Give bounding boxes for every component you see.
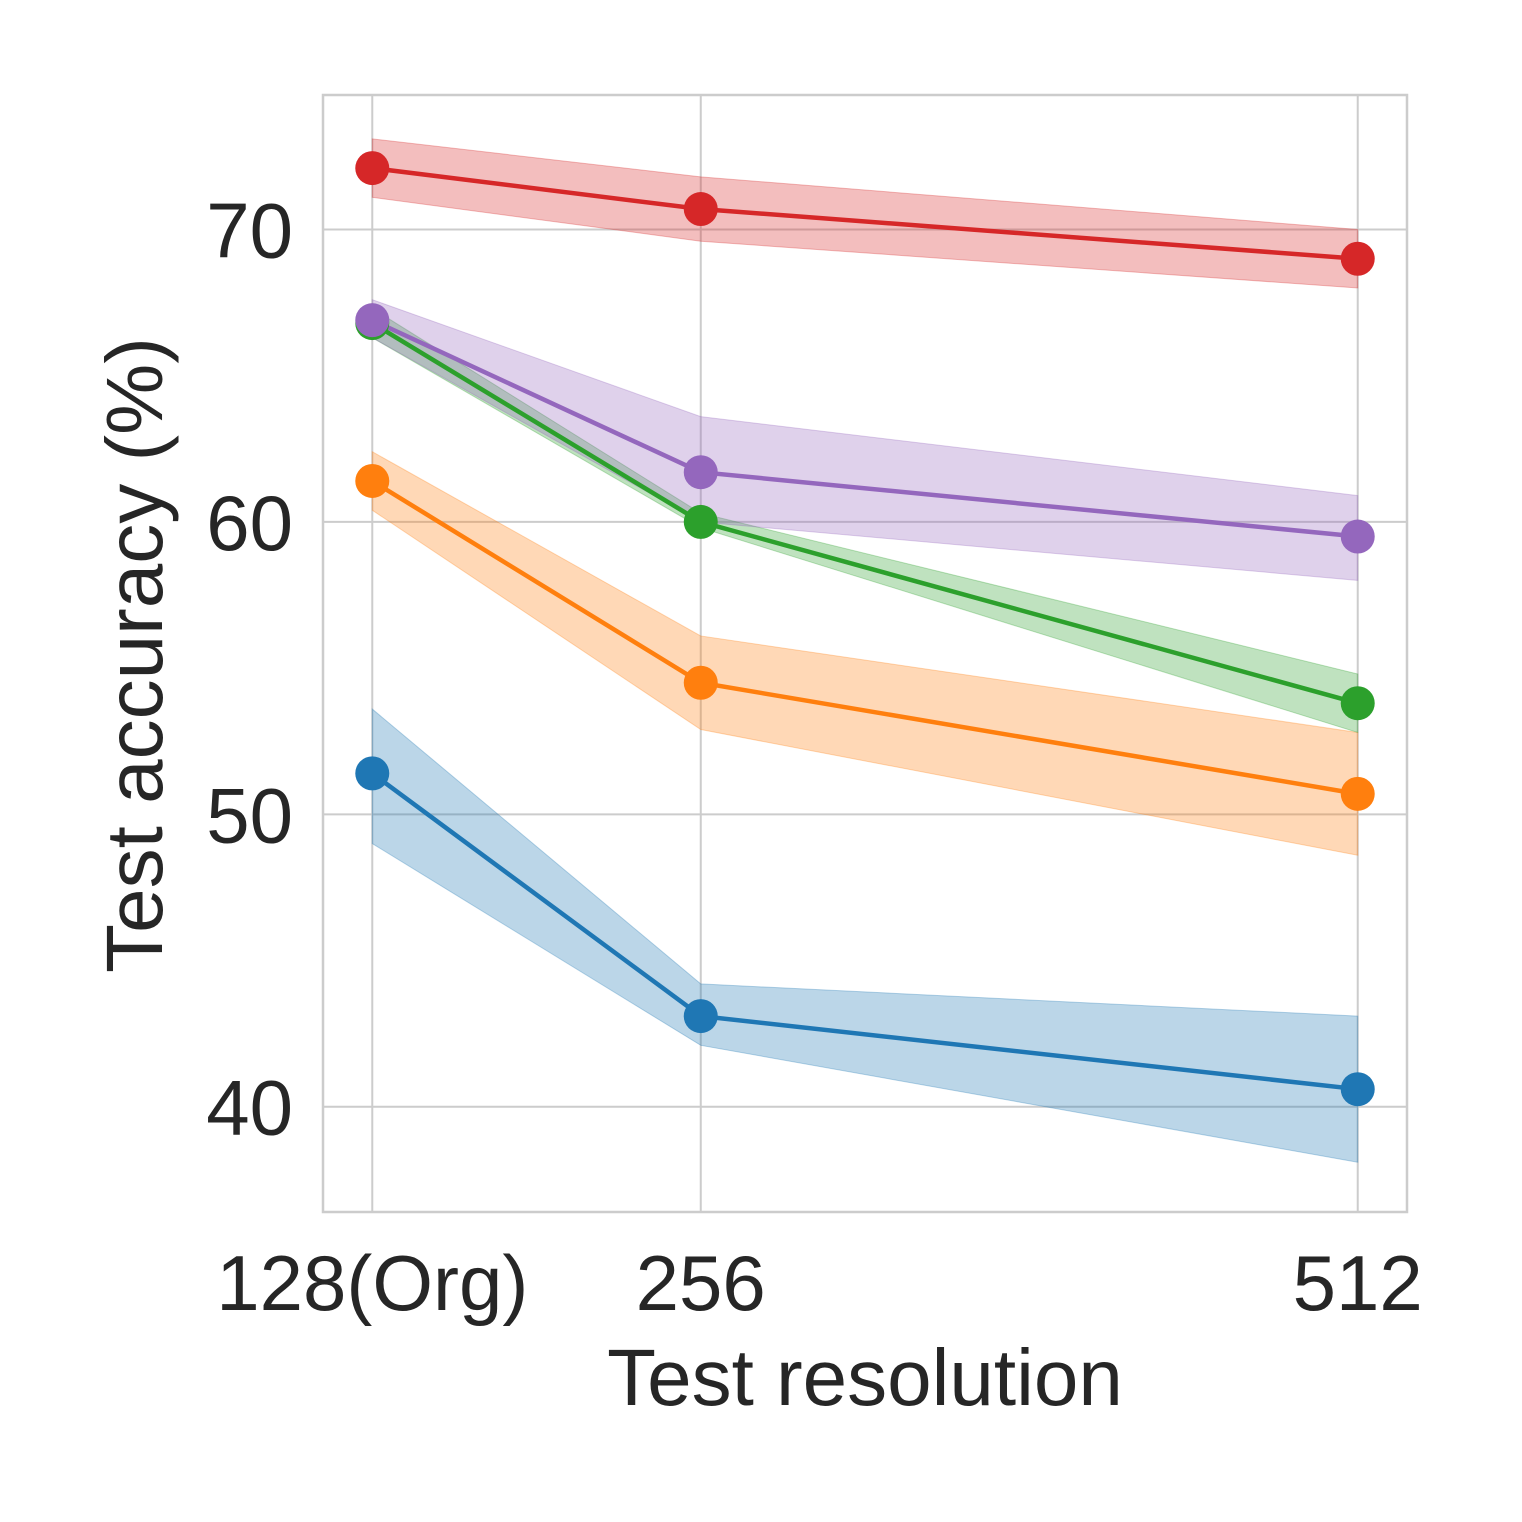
series-markers bbox=[355, 151, 1375, 1107]
series-blue-point-2 bbox=[1340, 1072, 1375, 1107]
series-red-point-0 bbox=[355, 151, 390, 186]
y-tick-label-40: 40 bbox=[206, 1064, 293, 1152]
y-tick-label-60: 60 bbox=[206, 479, 293, 567]
x-tick-label-0: 128(Org) bbox=[216, 1239, 528, 1327]
series-green-point-2 bbox=[1340, 686, 1375, 721]
series-purple-point-0 bbox=[355, 303, 390, 338]
series-orange-point-0 bbox=[355, 463, 390, 498]
x-tick-label-1: 256 bbox=[636, 1239, 766, 1327]
plot-frame bbox=[321, 93, 1409, 1214]
series-red-point-1 bbox=[683, 192, 718, 227]
series-lines bbox=[370, 165, 1359, 1092]
series-blue-point-1 bbox=[683, 999, 718, 1034]
series-green-point-1 bbox=[683, 504, 718, 539]
y-tick-labels: 40 50 60 70 bbox=[206, 187, 293, 1152]
series-blue-point-0 bbox=[355, 756, 390, 791]
x-axis-label: Test resolution bbox=[607, 1333, 1123, 1422]
series-blue-band bbox=[371, 707, 1359, 1163]
series-orange-point-2 bbox=[1340, 776, 1375, 811]
series-purple-point-1 bbox=[683, 455, 718, 490]
confidence-bands bbox=[371, 138, 1359, 1163]
series-red-band bbox=[371, 138, 1359, 289]
y-axis-label: Test accuracy (%) bbox=[90, 337, 179, 973]
x-tick-labels: 128(Org) 256 512 bbox=[216, 1239, 1423, 1327]
series-orange-point-1 bbox=[683, 665, 718, 700]
series-purple-point-2 bbox=[1340, 519, 1375, 554]
series-red-point-2 bbox=[1340, 241, 1375, 276]
y-tick-label-50: 50 bbox=[206, 771, 293, 859]
x-tick-label-2: 512 bbox=[1293, 1239, 1423, 1327]
grid-lines bbox=[323, 95, 1407, 1212]
y-tick-label-70: 70 bbox=[206, 187, 293, 275]
